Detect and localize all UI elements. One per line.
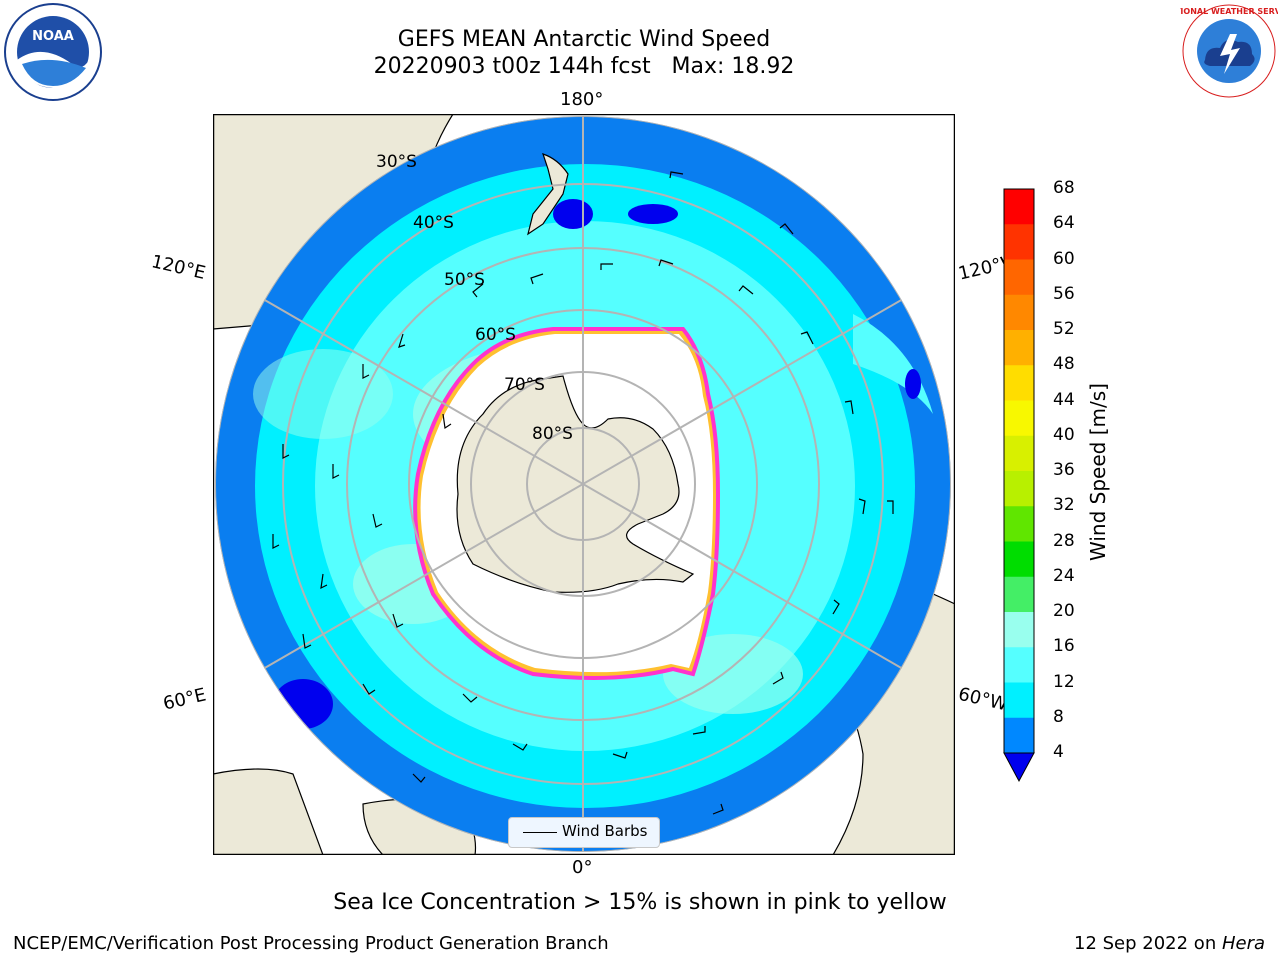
colorbar-tick-label: 48	[1053, 354, 1075, 375]
colorbar-tick-label: 28	[1053, 530, 1075, 551]
lat-label-40s: 40°S	[413, 213, 454, 233]
nws-logo: NATIONAL WEATHER SERVICE	[1180, 4, 1278, 98]
lon-label-0: 0°	[572, 857, 593, 878]
colorbar-segment	[1004, 717, 1034, 754]
sea-ice-note: Sea Ice Concentration > 15% is shown in …	[333, 890, 947, 915]
wind-barbs	[272, 171, 894, 815]
lat-label-80s: 80°S	[532, 424, 573, 444]
colorbar-tick-label: 44	[1053, 389, 1075, 410]
footer-credit: NCEP/EMC/Verification Post Processing Pr…	[13, 933, 609, 954]
colorbar-segment	[1004, 471, 1034, 507]
lon-label-180: 180°	[560, 89, 604, 110]
colorbar-title: Wind Speed [m/s]	[1086, 383, 1110, 561]
colorbar-segment	[1004, 400, 1034, 437]
colorbar-tick-label: 68	[1053, 178, 1075, 198]
colorbar-tick-label: 24	[1053, 565, 1075, 586]
colorbar-tick-label: 60	[1053, 248, 1075, 269]
footer-date-text: 12 Sep 2022 on	[1074, 933, 1222, 954]
colorbar-tick-label: 20	[1053, 601, 1075, 621]
colorbar-tick-label: 56	[1053, 283, 1075, 304]
graticule	[215, 116, 951, 852]
colorbar-tick-label: 8	[1053, 706, 1064, 727]
lon-label-60e: 60°E	[161, 684, 209, 715]
wind-speed-colorbar	[1003, 188, 1035, 783]
footer-host: Hera	[1221, 933, 1265, 954]
colorbar-segment	[1004, 682, 1034, 719]
colorbar-segment	[1004, 259, 1034, 296]
colorbar-segment	[1004, 576, 1034, 613]
lon-label-120e: 120°E	[149, 251, 208, 284]
lat-label-70s: 70°S	[504, 375, 545, 395]
lat-label-50s: 50°S	[444, 270, 485, 290]
colorbar-segment	[1004, 435, 1034, 472]
colorbar-segment	[1004, 189, 1034, 225]
antarctic-map	[213, 114, 955, 855]
colorbar-extend-arrow	[1003, 752, 1035, 783]
colorbar-tick-label: 52	[1053, 319, 1075, 339]
map-subtitle: 20220903 t00z 144h fcst Max: 18.92	[373, 54, 795, 79]
colorbar-segment	[1004, 647, 1034, 683]
colorbar-segment	[1004, 224, 1034, 260]
footer-date: 12 Sep 2022 on Hera	[1074, 933, 1265, 954]
colorbar-segment	[1004, 294, 1034, 331]
colorbar-tick-label: 40	[1053, 424, 1075, 445]
new-zealand	[527, 153, 569, 236]
colorbar-tick-label: 4	[1053, 742, 1064, 762]
antarctica-land	[456, 375, 695, 593]
colorbar-segment	[1004, 506, 1034, 542]
noaa-logo-text: NOAA	[32, 29, 74, 44]
colorbar-segment	[1004, 612, 1034, 648]
colorbar-tick-label: 36	[1053, 460, 1075, 480]
colorbar-tick-label: 64	[1053, 213, 1075, 234]
noaa-logo: NOAA	[4, 3, 102, 101]
nws-logo-text: NATIONAL WEATHER SERVICE	[1180, 7, 1278, 16]
map-title: GEFS MEAN Antarctic Wind Speed	[397, 27, 771, 52]
colorbar-tick-label: 32	[1053, 495, 1075, 516]
lat-label-30s: 30°S	[376, 152, 417, 172]
colorbar-tick-label: 16	[1053, 636, 1075, 657]
wind-barb-legend-line	[523, 832, 557, 833]
wind-barbs-legend: Wind Barbs	[508, 817, 660, 848]
wind-barbs-legend-label: Wind Barbs	[562, 822, 648, 840]
colorbar-tick-label: 12	[1053, 671, 1075, 692]
colorbar-segment	[1004, 330, 1034, 366]
lat-label-60s: 60°S	[475, 325, 516, 345]
colorbar-segment	[1004, 541, 1034, 578]
colorbar-segment	[1004, 365, 1034, 401]
